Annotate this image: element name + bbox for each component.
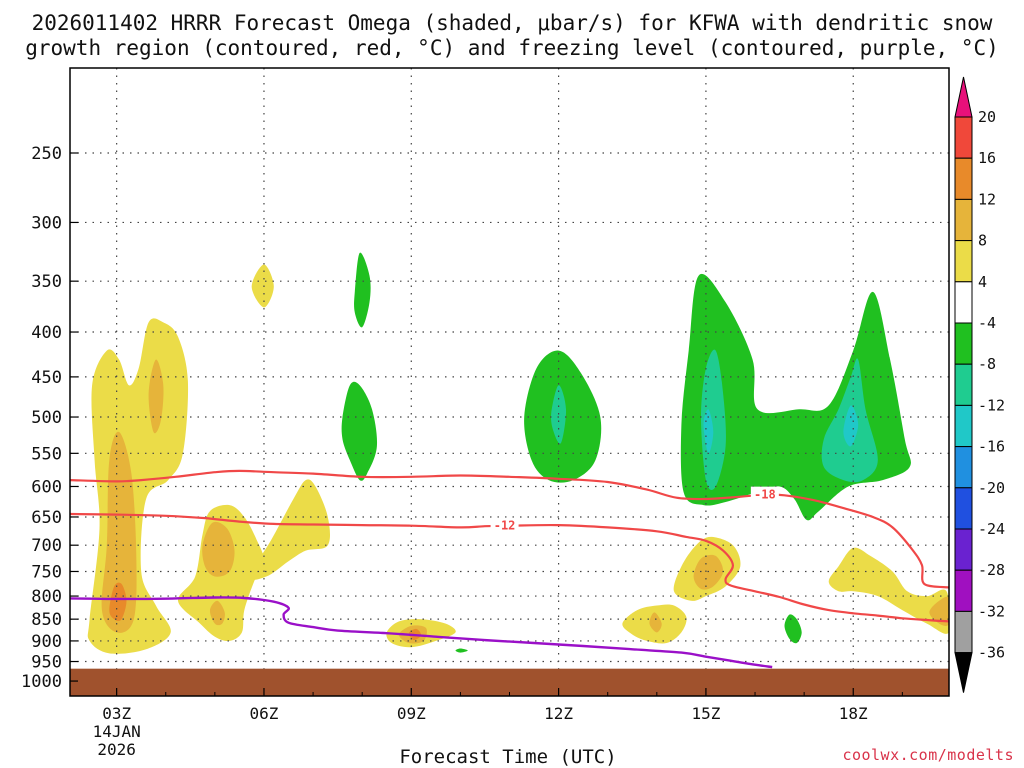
- colorbar-segment-5: [954, 322, 973, 365]
- colorbar-label-12: -32: [978, 602, 1005, 620]
- sinking-motion-08z-upper: [354, 252, 371, 328]
- sinking-motion-16z-dot: [784, 614, 802, 644]
- upward-motion-07z-tongue: [249, 479, 331, 580]
- colorbar-label-1: 16: [978, 149, 996, 167]
- upward-motion-18z-low: [828, 547, 949, 634]
- dendritic-minus18-contour: [70, 469, 949, 589]
- colorbar-segment-12: [954, 610, 973, 654]
- y-tick-label-950: 950: [31, 653, 62, 673]
- y-tick-label-450: 450: [31, 368, 62, 388]
- sinking-motion-18z-center: [843, 405, 859, 447]
- y-tick-label-650: 650: [31, 508, 62, 528]
- colorbar-label-0: 20: [978, 108, 996, 126]
- x-tick-label-18Z: 18Z: [839, 704, 868, 723]
- y-tick-label-550: 550: [31, 444, 62, 464]
- colorbar-segment-2: [954, 198, 973, 242]
- colorbar-segment-1: [954, 157, 973, 200]
- omega-colorbar: 20 16 12 8 4 -4 -8 -12 -16 -20 -24 -28 -32 -36: [954, 76, 1005, 693]
- colorbar-top-arrow: [954, 76, 973, 118]
- y-tick-label-1000: 1000: [21, 672, 62, 692]
- y-tick-label-600: 600: [31, 477, 62, 497]
- colorbar-segment-6: [954, 363, 973, 406]
- dendritic-minus12-contour: [70, 512, 949, 623]
- sinking-motion-10z-dot: [455, 648, 468, 653]
- gridlines: [70, 68, 949, 669]
- colorbar-label-2: 12: [978, 190, 996, 208]
- colorbar-segment-0: [954, 116, 973, 159]
- y-tick-label-850: 850: [31, 610, 62, 630]
- colorbar-label-11: -28: [978, 561, 1005, 579]
- ground-layer: [70, 668, 949, 696]
- x-tick-label-09Z: 09Z: [397, 704, 426, 723]
- x-tick-label-06Z: 06Z: [250, 704, 279, 723]
- colorbar-label-8: -16: [978, 438, 1005, 456]
- colorbar-label-6: -8: [978, 355, 996, 373]
- colorbar-segment-4: [954, 281, 973, 324]
- upward-motion-west-max: [109, 582, 127, 621]
- colorbar-bottom-arrow: [954, 652, 973, 693]
- y-axis-ticks: 2503003504004505005506006507007508008509…: [21, 144, 78, 692]
- x-tick-sublabel-1: 2026: [97, 740, 136, 759]
- upward-motion-18z-low-core: [929, 596, 949, 626]
- upward-motion-west-upper-core: [148, 359, 164, 434]
- y-tick-label-700: 700: [31, 536, 62, 556]
- upward-motion-15z-low-core: [693, 554, 724, 590]
- colorbar-label-10: -24: [978, 520, 1005, 538]
- sinking-motion-08z-mid: [341, 381, 378, 481]
- sinking-motion-15z-center: [703, 409, 714, 454]
- chart-title-line-2: growth region (contoured, red, °C) and f…: [25, 36, 999, 60]
- y-tick-label-900: 900: [31, 632, 62, 652]
- credit-text[interactable]: coolwx.com/modelts: [842, 746, 1014, 764]
- dendritic-minus18-contour-label: -18: [754, 488, 776, 502]
- y-tick-label-500: 500: [31, 408, 62, 428]
- y-tick-label-350: 350: [31, 272, 62, 292]
- colorbar-label-4: 4: [978, 273, 987, 291]
- colorbar-segment-3: [954, 240, 973, 283]
- upward-motion-05z-core: [202, 521, 235, 577]
- x-tick-sublabel-0: 14JAN: [93, 722, 141, 741]
- y-tick-label-400: 400: [31, 323, 62, 343]
- colorbar-label-3: 8: [978, 232, 987, 250]
- colorbar-label-5: -4: [978, 314, 996, 332]
- x-tick-label-03Z: 03Z: [102, 704, 131, 723]
- x-tick-label-12Z: 12Z: [544, 704, 573, 723]
- freezing-level-contour: [70, 596, 773, 669]
- dendritic-minus12-contour-label: -12: [494, 519, 516, 533]
- x-tick-label-15Z: 15Z: [691, 704, 720, 723]
- chart-title-line-1: 2026011402 HRRR Forecast Omega (shaded, …: [32, 11, 993, 35]
- y-tick-label-750: 750: [31, 562, 62, 582]
- colorbar-segment-9: [954, 487, 973, 530]
- dendritic-minus18-contour-label-bg: [750, 486, 779, 502]
- contour-layer: -18 -12: [70, 469, 949, 669]
- y-tick-label-300: 300: [31, 213, 62, 233]
- colorbar-label-13: -36: [978, 644, 1005, 662]
- y-tick-label-800: 800: [31, 587, 62, 607]
- colorbar-segment-10: [954, 528, 973, 571]
- upward-motion-06z-upper: [251, 264, 274, 308]
- colorbar-segment-11: [954, 569, 973, 612]
- colorbar-label-9: -20: [978, 479, 1005, 497]
- colorbar-segment-7: [954, 404, 973, 448]
- sinking-motion-15z-core: [701, 349, 726, 491]
- dendritic-minus12-contour-label-bg: [490, 517, 519, 533]
- y-tick-label-250: 250: [31, 144, 62, 164]
- colorbar-label-7: -12: [978, 396, 1005, 414]
- x-axis-title: Forecast Time (UTC): [399, 746, 616, 768]
- upward-motion-14z-core: [649, 612, 662, 633]
- colorbar-segment-8: [954, 446, 973, 489]
